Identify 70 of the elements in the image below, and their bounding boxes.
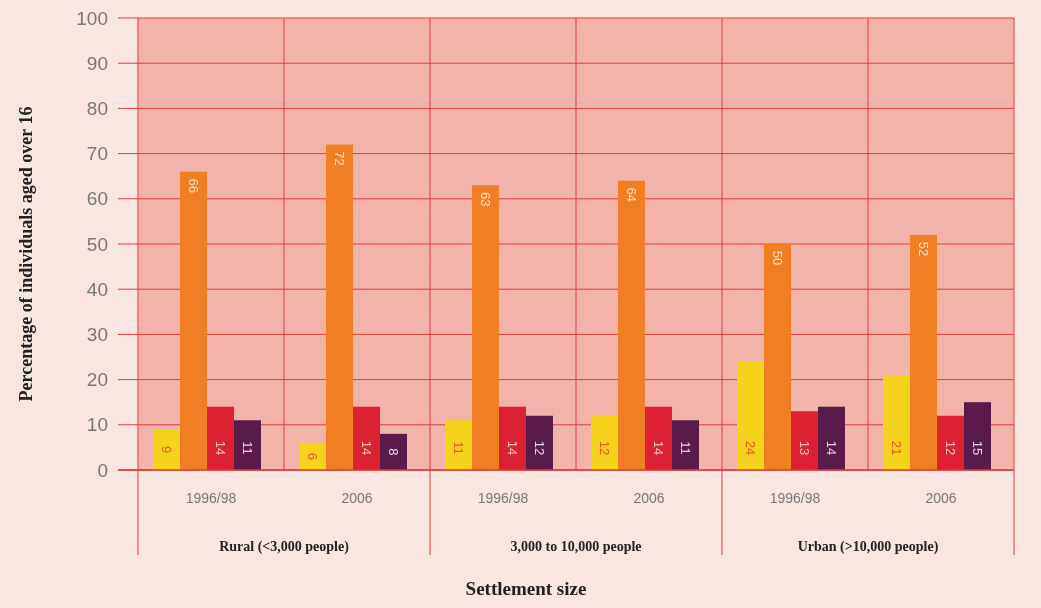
data-label: 66 [186, 178, 201, 193]
data-label: 11 [451, 441, 466, 455]
x-tick-label: 1996/98 [769, 490, 821, 506]
data-label: 21 [889, 440, 904, 456]
data-label: 50 [770, 250, 785, 266]
data-label: 15 [970, 440, 985, 456]
y-tick-label: 40 [86, 278, 108, 300]
bar [618, 180, 645, 470]
data-label: 14 [824, 440, 839, 456]
bar [299, 442, 326, 470]
data-label: 12 [597, 440, 612, 456]
x-tick-label: 1996/98 [185, 490, 237, 506]
x-tick-label: 2006 [633, 490, 665, 506]
bar [380, 433, 407, 470]
data-label: 14 [359, 440, 374, 456]
data-label: 14 [651, 440, 666, 456]
bar [526, 415, 553, 470]
y-tick-label: 20 [86, 369, 108, 391]
y-tick-label: 80 [86, 97, 108, 119]
data-label: 14 [213, 440, 228, 456]
data-label: 8 [386, 448, 401, 456]
x-axis-title: Settlement size [465, 578, 587, 599]
y-tick-label: 60 [86, 188, 108, 210]
bar [910, 234, 937, 470]
y-tick-label: 70 [86, 143, 108, 165]
x-tick-label: 1996/98 [477, 490, 529, 506]
y-tick-label: 90 [86, 52, 108, 74]
bar [791, 411, 818, 470]
bar [353, 406, 380, 470]
bar [234, 420, 261, 470]
data-label: 13 [797, 440, 812, 456]
bar [591, 415, 618, 470]
data-label: 6 [305, 452, 320, 461]
data-label: 12 [532, 440, 547, 456]
text: 3,000 to 10,000 people [510, 538, 642, 554]
text: Rural (<3,000 people) [219, 538, 350, 555]
y-axis-title: Percentage of individuals aged over 16 [16, 106, 36, 402]
bar [499, 406, 526, 470]
bar [180, 171, 207, 470]
text: Urban (>10,000 people) [797, 538, 939, 555]
data-label: 11 [678, 441, 693, 455]
y-tick-label: 30 [86, 323, 108, 345]
data-label: 9 [159, 446, 174, 454]
bar [764, 244, 791, 470]
x-tick-label: 2006 [341, 490, 373, 506]
data-label: 14 [505, 440, 520, 456]
bar [672, 420, 699, 470]
data-label: 24 [743, 440, 758, 456]
y-tick-label: 100 [76, 7, 108, 29]
y-tick-label: 0 [97, 459, 108, 481]
data-label: 72 [332, 151, 347, 166]
bar [818, 406, 845, 470]
bar [883, 375, 910, 470]
bar [937, 415, 964, 470]
x-tick-label: 2006 [925, 490, 957, 506]
bar [445, 420, 472, 470]
data-label: 52 [916, 241, 931, 257]
data-label: 64 [624, 187, 639, 202]
bar [472, 185, 499, 470]
data-label: 12 [943, 440, 958, 456]
data-label: 63 [478, 192, 493, 207]
bar [737, 361, 764, 470]
bar [326, 144, 353, 470]
y-tick-label: 50 [86, 233, 108, 255]
bar [153, 429, 180, 470]
bar [964, 402, 991, 470]
data-label: 11 [240, 441, 255, 455]
bar [207, 406, 234, 470]
y-tick-label: 10 [86, 414, 108, 436]
bar [645, 406, 672, 470]
